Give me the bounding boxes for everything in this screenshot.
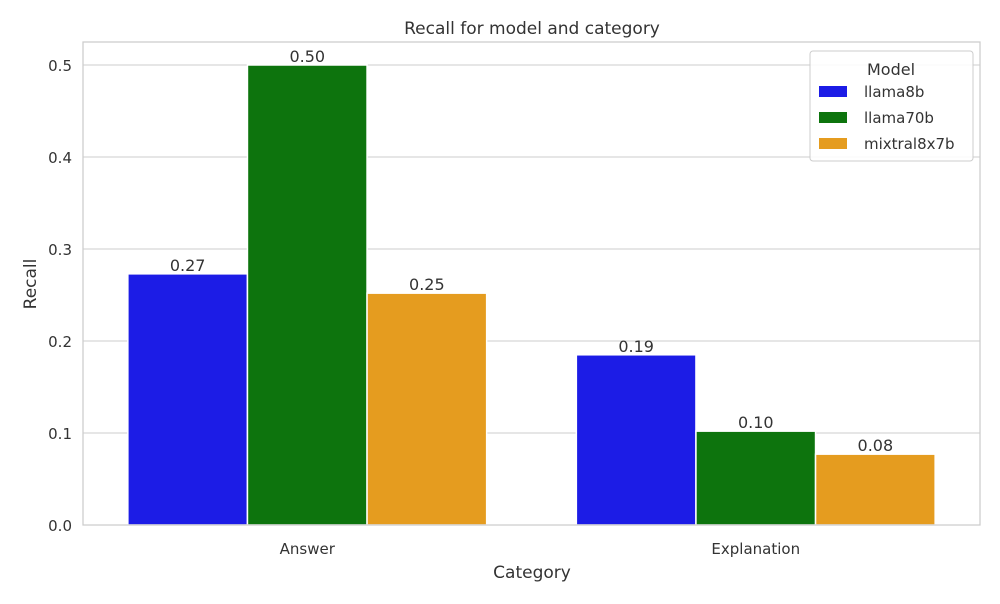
bar-value-label: 0.10 bbox=[738, 413, 774, 432]
bar-value-label: 0.25 bbox=[409, 275, 445, 294]
x-tick-label: Answer bbox=[280, 540, 336, 558]
y-tick-label: 0.2 bbox=[48, 333, 72, 351]
legend-label: llama70b bbox=[864, 109, 934, 127]
legend: Model llama8b llama70b mixtral8x7b bbox=[809, 50, 974, 162]
bar bbox=[695, 430, 817, 526]
legend-swatch bbox=[819, 86, 847, 97]
legend-label: llama8b bbox=[864, 83, 924, 101]
y-tick-label: 0.4 bbox=[48, 149, 72, 167]
bar bbox=[366, 292, 488, 526]
bars bbox=[127, 64, 936, 526]
bar bbox=[246, 64, 368, 526]
bar bbox=[814, 453, 936, 526]
bar-value-label: 0.27 bbox=[170, 256, 206, 275]
bar bbox=[127, 273, 249, 526]
x-tick-label: Explanation bbox=[711, 540, 800, 558]
y-axis-label: Recall bbox=[21, 259, 41, 310]
y-axis-ticks: 0.0 0.1 0.2 0.3 0.4 0.5 bbox=[48, 57, 72, 535]
chart-title: Recall for model and category bbox=[404, 19, 660, 39]
y-tick-label: 0.5 bbox=[48, 57, 72, 75]
legend-label: mixtral8x7b bbox=[864, 135, 955, 153]
data-labels: 0.27 0.50 0.25 0.19 0.10 0.08 bbox=[170, 47, 893, 455]
bar-value-label: 0.08 bbox=[858, 436, 894, 455]
legend-title: Model bbox=[867, 60, 915, 79]
bar bbox=[575, 354, 697, 526]
y-tick-label: 0.0 bbox=[48, 517, 72, 535]
legend-box bbox=[809, 50, 974, 162]
y-tick-label: 0.3 bbox=[48, 241, 72, 259]
bar-value-label: 0.19 bbox=[618, 337, 654, 356]
plot-frame bbox=[82, 41, 981, 526]
legend-swatch bbox=[819, 112, 847, 123]
x-axis-label: Category bbox=[493, 563, 571, 583]
y-tick-label: 0.1 bbox=[48, 425, 72, 443]
bar-value-label: 0.50 bbox=[289, 47, 325, 66]
x-axis-ticks: Answer Explanation bbox=[280, 540, 800, 558]
legend-swatch bbox=[819, 138, 847, 149]
